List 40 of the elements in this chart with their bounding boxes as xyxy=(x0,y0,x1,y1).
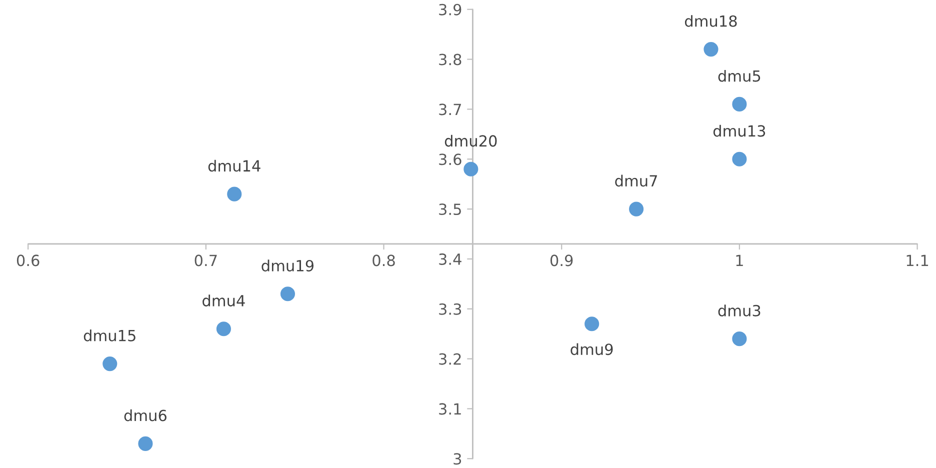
annotation: dmu14 xyxy=(208,160,260,172)
y-tick-label: 3.9 xyxy=(439,4,462,16)
y-tick-label: 3 xyxy=(454,453,462,465)
annotation: dmu4 xyxy=(202,294,245,306)
x-tick-label: 0.7 xyxy=(194,254,217,266)
point xyxy=(704,42,718,57)
x-tick-label: 1.1 xyxy=(906,254,928,266)
point xyxy=(280,286,296,302)
point xyxy=(732,96,747,112)
x-tick-label: 0.9 xyxy=(550,254,573,266)
annotation: dmu6 xyxy=(124,409,166,422)
annotation: dmu19 xyxy=(262,260,314,272)
point xyxy=(732,152,747,166)
x-tick-label: 1 xyxy=(736,254,743,266)
x-tick-label: 0.8 xyxy=(372,254,395,266)
annotation: dmu18 xyxy=(684,15,737,27)
annotation: dmu15 xyxy=(84,330,136,342)
point xyxy=(464,162,478,176)
annotation: dmu9 xyxy=(570,343,613,356)
point xyxy=(732,332,747,346)
y-tick-label: 3.6 xyxy=(439,154,462,166)
y-tick-label: 3.3 xyxy=(439,303,462,315)
y-tick-label: 3.7 xyxy=(439,104,461,116)
point xyxy=(629,202,644,216)
y-tick-label: 3.8 xyxy=(439,54,462,66)
y-tick-label: 3.1 xyxy=(439,403,461,415)
annotation: dmu13 xyxy=(713,124,766,137)
y-tick-label: 3.2 xyxy=(439,353,461,365)
annotation: dmu5 xyxy=(718,70,760,82)
point xyxy=(138,436,153,451)
point xyxy=(216,322,231,336)
y-tick-label: 3.4 xyxy=(439,253,462,265)
point xyxy=(102,356,118,372)
annotation: dmu7 xyxy=(615,174,657,187)
point xyxy=(227,186,242,202)
point xyxy=(584,316,600,332)
annotation: dmu20 xyxy=(444,134,497,147)
annotation: dmu3 xyxy=(718,304,760,316)
x-tick-label: 0.6 xyxy=(16,254,40,266)
y-tick-label: 3.5 xyxy=(439,204,461,216)
